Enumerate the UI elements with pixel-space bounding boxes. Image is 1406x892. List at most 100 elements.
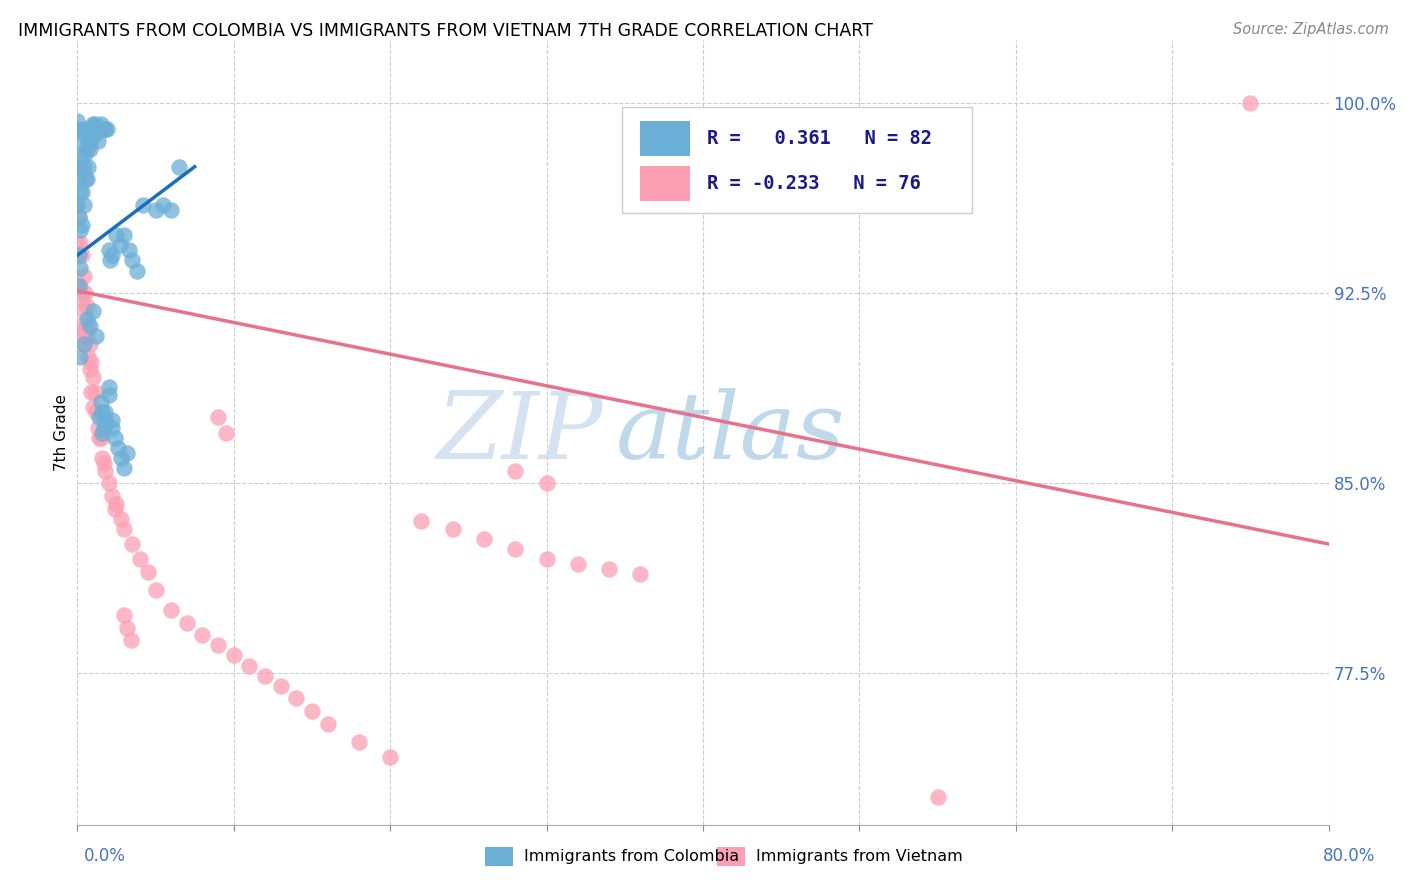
Point — [72, 268, 94, 283]
Point — [160, 202, 183, 217]
Text: 0.0%: 0.0% — [84, 847, 127, 865]
Point — [89, 410, 111, 425]
Point — [77, 350, 100, 364]
Point — [536, 552, 558, 566]
Text: R =   0.361   N = 82: R = 0.361 N = 82 — [707, 128, 932, 148]
Point — [117, 446, 139, 460]
Point — [441, 522, 464, 536]
Point — [108, 238, 131, 252]
Point — [80, 385, 103, 400]
Point — [67, 211, 90, 225]
Point — [70, 185, 93, 199]
Point — [76, 311, 98, 326]
Point — [96, 121, 118, 136]
Point — [120, 633, 142, 648]
Point — [75, 172, 97, 186]
Point — [67, 211, 90, 225]
Text: Immigrants from Vietnam: Immigrants from Vietnam — [756, 849, 963, 863]
Point — [66, 160, 89, 174]
Point — [82, 370, 104, 384]
Point — [160, 603, 183, 617]
Point — [105, 496, 128, 510]
Point — [70, 218, 93, 232]
Point — [83, 117, 105, 131]
Point — [1239, 96, 1261, 111]
Point — [89, 431, 111, 445]
Point — [927, 790, 949, 805]
Point — [97, 380, 120, 394]
Point — [82, 117, 104, 131]
Point — [80, 135, 103, 149]
Point — [90, 395, 112, 409]
Point — [67, 248, 90, 262]
Point — [316, 716, 339, 731]
Point — [176, 615, 198, 630]
Point — [472, 532, 495, 546]
Point — [121, 253, 143, 268]
Point — [93, 456, 115, 470]
Point — [94, 121, 117, 136]
Point — [66, 198, 89, 212]
Point — [79, 121, 101, 136]
Y-axis label: 7th Grade: 7th Grade — [53, 394, 69, 471]
Point — [100, 248, 122, 262]
Point — [82, 127, 104, 141]
Point — [97, 387, 120, 401]
Point — [70, 293, 93, 308]
Point — [86, 420, 108, 434]
Point — [69, 260, 91, 275]
Point — [84, 121, 107, 136]
Point — [69, 319, 91, 334]
Text: Source: ZipAtlas.com: Source: ZipAtlas.com — [1233, 22, 1389, 37]
Point — [66, 235, 89, 250]
Point — [83, 385, 105, 400]
Point — [207, 638, 229, 652]
Point — [90, 117, 112, 131]
Point — [76, 172, 98, 186]
Point — [76, 329, 98, 343]
Point — [84, 329, 107, 343]
Point — [91, 121, 114, 136]
Point — [86, 135, 108, 149]
Point — [70, 147, 93, 161]
Point — [70, 329, 93, 343]
Point — [66, 121, 89, 136]
Point — [104, 501, 127, 516]
Point — [66, 274, 89, 288]
Point — [67, 172, 90, 186]
Point — [77, 160, 100, 174]
Bar — [641, 166, 690, 201]
Point — [76, 142, 98, 156]
Point — [69, 350, 91, 364]
Point — [505, 464, 527, 478]
Point — [90, 431, 112, 445]
Point — [630, 567, 652, 582]
Point — [112, 461, 135, 475]
Point — [598, 562, 620, 576]
Point — [104, 431, 127, 445]
Point — [285, 691, 308, 706]
Point — [77, 121, 100, 136]
Point — [79, 337, 101, 351]
Point — [112, 607, 135, 622]
Point — [69, 235, 91, 250]
Point — [129, 552, 152, 566]
Point — [222, 648, 245, 663]
Point — [83, 127, 105, 141]
Point — [112, 522, 135, 536]
Point — [97, 476, 120, 491]
Point — [112, 228, 135, 243]
Point — [84, 405, 107, 419]
Point — [125, 263, 148, 277]
Point — [69, 278, 91, 293]
Point — [270, 679, 292, 693]
Point — [505, 542, 527, 557]
Text: atlas: atlas — [616, 388, 845, 477]
Point — [167, 160, 190, 174]
Point — [72, 337, 94, 351]
Point — [66, 114, 89, 128]
FancyBboxPatch shape — [621, 107, 972, 213]
Point — [107, 441, 129, 455]
Point — [238, 658, 260, 673]
Point — [72, 160, 94, 174]
